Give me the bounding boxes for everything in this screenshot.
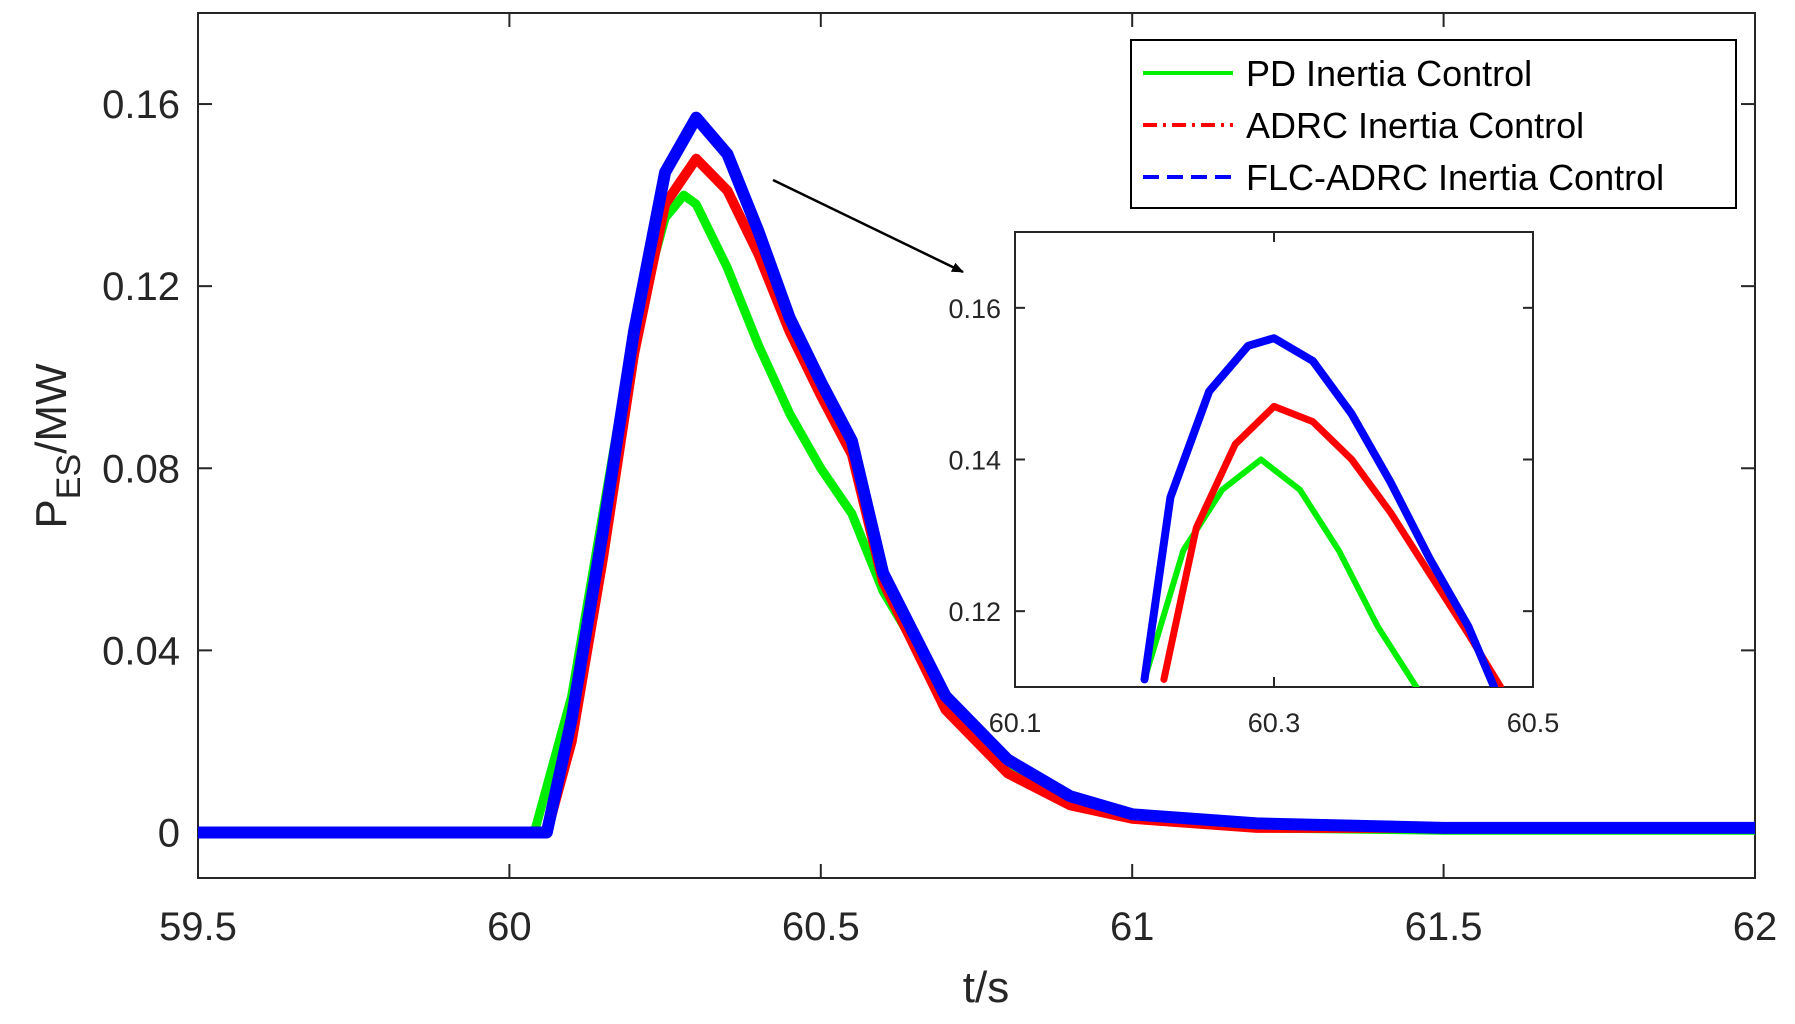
main-series-flc-adrc — [198, 111, 1755, 839]
y-axis-label-subscript: ES — [50, 454, 88, 499]
main-x-tick-label: 59.5 — [159, 905, 237, 949]
inset-series-pd — [1141, 456, 1420, 687]
main-y-tick-label: 0.16 — [102, 83, 180, 127]
main-tick-labels: 59.5 60 60.5 61 61.5 62 0 0.04 0.08 0.12 0.16 — [102, 83, 1777, 949]
legend-box — [1130, 39, 1737, 209]
inset-x-tick-label: 60.5 — [1507, 708, 1560, 738]
inset-y-tick-label: 0.12 — [948, 597, 1001, 627]
inset-x-tick-label: 60.1 — [989, 708, 1042, 738]
inset-y-tick-label: 0.14 — [948, 446, 1001, 476]
main-y-tick-label: 0.04 — [102, 629, 180, 673]
legend-entry-pd: PD Inertia Control — [1246, 53, 1532, 94]
main-x-tick-label: 60.5 — [782, 905, 860, 949]
inset-x-tick-label: 60.3 — [1248, 708, 1301, 738]
main-y-tick-label: 0.12 — [102, 265, 180, 309]
main-x-tick-label: 62 — [1733, 905, 1778, 949]
x-axis-label: t/s — [963, 963, 1009, 1012]
main-x-tick-label: 61.5 — [1405, 905, 1483, 949]
main-x-tick-label: 60 — [487, 905, 532, 949]
inset-y-tick-label: 0.16 — [948, 294, 1001, 324]
main-y-tick-label: 0.08 — [102, 447, 180, 491]
legend-entry-adrc: ADRC Inertia Control — [1246, 105, 1584, 146]
inset-series-flc-adrc — [1140, 334, 1499, 687]
zoom-arrow — [772, 178, 964, 274]
inset-ticks — [1014, 232, 1534, 687]
y-axis-label-base: P — [27, 499, 76, 528]
y-axis-label: PES/MW — [27, 363, 88, 529]
main-x-tick-label: 61 — [1110, 905, 1155, 949]
legend: PD Inertia Control ADRC Inertia Control … — [1130, 39, 1737, 209]
main-series — [198, 111, 1755, 839]
inset-plot-area — [1014, 231, 1534, 688]
svg-text:PES/MW: PES/MW — [27, 363, 88, 529]
inset-series — [1140, 334, 1505, 687]
legend-entry-flc-adrc: FLC-ADRC Inertia Control — [1246, 157, 1664, 198]
inset-series-adrc — [1160, 402, 1505, 687]
y-axis-label-suffix: /MW — [27, 363, 76, 454]
main-y-tick-label: 0 — [158, 811, 180, 855]
inset-tick-labels: 60.1 60.3 60.5 0.12 0.14 0.16 — [948, 294, 1559, 738]
